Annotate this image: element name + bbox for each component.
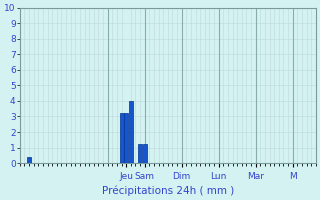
Bar [129, 101, 133, 163]
Bar [119, 113, 124, 163]
Bar [27, 157, 31, 163]
X-axis label: Précipitations 24h ( mm ): Précipitations 24h ( mm ) [102, 185, 234, 196]
Bar [138, 144, 142, 163]
Bar [124, 113, 128, 163]
Bar [143, 144, 147, 163]
